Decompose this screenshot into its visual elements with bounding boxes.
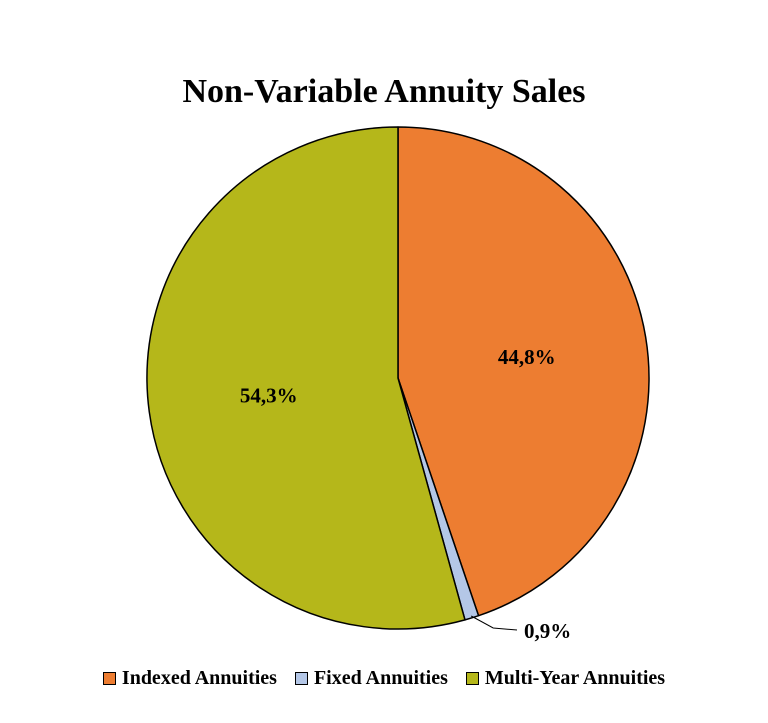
legend-item-multi-year: Multi-Year Annuities <box>465 666 666 690</box>
legend-swatch-multi-year <box>465 671 479 685</box>
chart-title: Non-Variable Annuity Sales <box>182 73 586 110</box>
data-label-fixed: 0,9% <box>524 619 571 643</box>
legend-label-multi-year: Multi-Year Annuities <box>484 666 666 689</box>
legend: Indexed Annuities Fixed Annuities Multi-… <box>0 666 768 690</box>
legend-item-indexed: Indexed Annuities <box>102 666 277 690</box>
pie-slice-indexed <box>397 126 650 617</box>
pie-slices <box>146 126 650 630</box>
pie-data-labels: 44,8% 0,9% 54,3% <box>240 345 571 643</box>
pie-slice-multi-year <box>146 126 466 630</box>
legend-item-fixed: Fixed Annuities <box>294 666 448 690</box>
legend-swatch-fixed <box>294 671 308 685</box>
legend-label-indexed: Indexed Annuities <box>121 666 277 689</box>
legend-label-fixed: Fixed Annuities <box>313 666 448 689</box>
legend-swatch-indexed <box>102 671 116 685</box>
data-label-multi-year: 54,3% <box>240 384 298 408</box>
data-label-indexed: 44,8% <box>498 345 556 369</box>
leader-line-fixed <box>470 615 518 631</box>
